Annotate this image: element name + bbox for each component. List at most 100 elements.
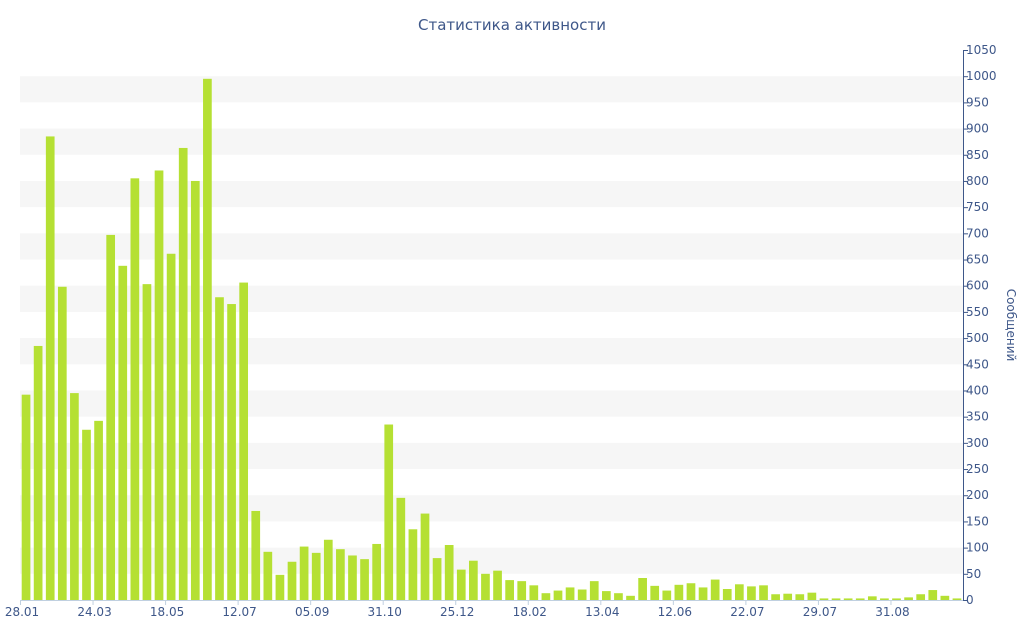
- bar[interactable]: [372, 543, 381, 600]
- bar[interactable]: [759, 585, 768, 600]
- bar[interactable]: [843, 598, 853, 600]
- y-tick-label: 450: [966, 357, 989, 371]
- x-tick-label: 05.09: [295, 605, 329, 619]
- bar[interactable]: [807, 592, 817, 600]
- bar[interactable]: [710, 579, 720, 600]
- bar[interactable]: [190, 180, 200, 600]
- bar[interactable]: [831, 598, 841, 600]
- grid-band: [20, 128, 963, 155]
- bar[interactable]: [650, 585, 660, 600]
- bar[interactable]: [577, 589, 587, 600]
- bar[interactable]: [396, 497, 406, 600]
- bar[interactable]: [626, 595, 635, 600]
- y-tick-label: 750: [966, 200, 989, 214]
- y-tick-label: 600: [966, 279, 989, 293]
- bar[interactable]: [154, 170, 164, 601]
- bar[interactable]: [698, 587, 708, 600]
- bar[interactable]: [541, 593, 551, 600]
- bar[interactable]: [638, 578, 647, 600]
- bar[interactable]: [311, 552, 321, 600]
- bar[interactable]: [384, 424, 394, 600]
- bar[interactable]: [867, 596, 877, 600]
- bar[interactable]: [456, 569, 466, 600]
- bar[interactable]: [553, 590, 563, 600]
- bar[interactable]: [734, 584, 744, 600]
- bar[interactable]: [432, 558, 442, 600]
- bar[interactable]: [589, 581, 599, 600]
- bar[interactable]: [614, 593, 623, 600]
- y-tick-label: 500: [966, 331, 989, 345]
- bar[interactable]: [33, 345, 43, 600]
- y-tick-label: 700: [966, 226, 989, 240]
- y-axis-label: Сообщений: [1004, 289, 1018, 362]
- bar[interactable]: [771, 594, 780, 600]
- grid-band: [20, 547, 963, 574]
- bar[interactable]: [940, 595, 950, 600]
- bar[interactable]: [481, 573, 490, 600]
- bar[interactable]: [360, 559, 369, 600]
- bar[interactable]: [493, 570, 502, 600]
- bar[interactable]: [82, 429, 91, 600]
- bar[interactable]: [916, 594, 926, 600]
- grid-band: [20, 495, 963, 522]
- bar[interactable]: [70, 393, 79, 600]
- bar[interactable]: [348, 555, 357, 600]
- bar[interactable]: [299, 546, 309, 600]
- bar[interactable]: [444, 545, 454, 600]
- bar[interactable]: [323, 539, 333, 600]
- bar[interactable]: [336, 549, 345, 600]
- grid-band: [20, 76, 963, 103]
- bar[interactable]: [686, 583, 696, 600]
- bar[interactable]: [565, 587, 575, 600]
- bar[interactable]: [21, 394, 31, 600]
- bar[interactable]: [178, 147, 188, 600]
- bar[interactable]: [783, 593, 793, 600]
- bar[interactable]: [529, 585, 539, 600]
- bar[interactable]: [203, 78, 212, 600]
- bar[interactable]: [602, 591, 611, 600]
- bar[interactable]: [892, 598, 901, 600]
- bar[interactable]: [287, 561, 297, 600]
- bar[interactable]: [904, 597, 913, 600]
- bar[interactable]: [505, 580, 514, 600]
- bar[interactable]: [928, 590, 938, 600]
- bar[interactable]: [215, 297, 224, 600]
- bar[interactable]: [275, 574, 285, 600]
- y-tick-label: 800: [966, 174, 989, 188]
- bar[interactable]: [57, 286, 67, 600]
- bar[interactable]: [251, 510, 261, 600]
- bar[interactable]: [420, 513, 430, 600]
- bar[interactable]: [408, 529, 418, 600]
- bar[interactable]: [106, 234, 116, 600]
- bar[interactable]: [227, 304, 236, 600]
- bar[interactable]: [263, 551, 273, 600]
- bar[interactable]: [142, 284, 152, 600]
- bars: [21, 78, 962, 601]
- y-tick-label: 550: [966, 305, 989, 319]
- x-tick-label: 18.05: [150, 605, 184, 619]
- bar[interactable]: [795, 594, 805, 600]
- y-tick-label: 850: [966, 148, 989, 162]
- bar[interactable]: [952, 598, 962, 600]
- bar[interactable]: [166, 253, 176, 600]
- bar[interactable]: [855, 598, 865, 600]
- axes: 0 50 100 150 200 250 300 350 400 450 500 550 600 650 7…: [5, 43, 997, 619]
- bar[interactable]: [722, 589, 732, 600]
- y-tick-label: 200: [966, 488, 989, 502]
- bar[interactable]: [94, 420, 103, 600]
- bar[interactable]: [517, 581, 527, 600]
- bar[interactable]: [130, 178, 140, 600]
- bar[interactable]: [662, 590, 672, 600]
- bar[interactable]: [45, 136, 55, 600]
- y-tick-label: 0: [966, 593, 974, 607]
- y-tick-label: 650: [966, 253, 989, 267]
- bar[interactable]: [819, 598, 829, 600]
- bar[interactable]: [880, 598, 889, 600]
- bar[interactable]: [469, 560, 478, 600]
- y-tick-label: 150: [966, 514, 989, 528]
- bar[interactable]: [239, 282, 249, 600]
- y-tick-label: 400: [966, 383, 989, 397]
- bar[interactable]: [118, 265, 128, 600]
- bar[interactable]: [674, 584, 684, 600]
- bar[interactable]: [747, 586, 756, 600]
